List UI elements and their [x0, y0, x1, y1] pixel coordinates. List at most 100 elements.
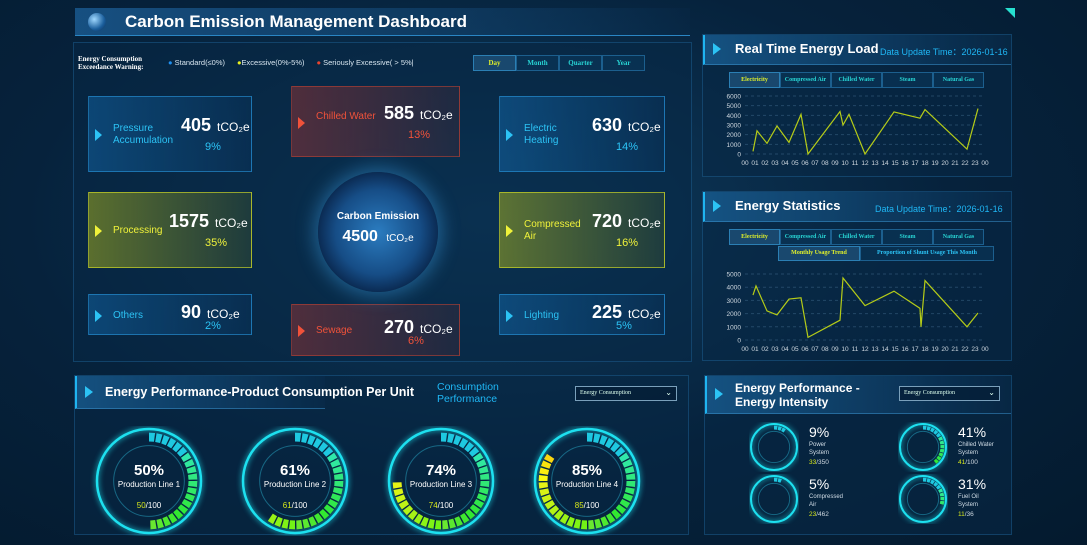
- intensity-item[interactable]: 31% Fuel Oil System 11/36: [898, 474, 1038, 524]
- intensity-panel: Energy Performance - Energy Intensity En…: [704, 375, 1012, 535]
- realtime-header: Real Time Energy Load Data Update Time：2…: [703, 35, 1011, 65]
- tab-energy-compressed-air[interactable]: Compressed Air: [780, 72, 831, 88]
- gauge-segment: [274, 516, 283, 527]
- tab-shunt-usage-proportion[interactable]: Proportion of Shunt Usage This Month: [860, 246, 994, 261]
- gauge-segment: [334, 473, 344, 480]
- intensity-percent: 31%: [958, 476, 987, 492]
- performance-select[interactable]: Energy Consumption ⌄: [575, 386, 677, 401]
- gauge-segment: [624, 466, 635, 474]
- tab-energy-chilled-water[interactable]: Chilled Water: [831, 72, 882, 88]
- intensity-value: 23/462: [809, 511, 829, 518]
- gauge-segment: [402, 505, 414, 516]
- center-label: Carbon Emission: [336, 211, 420, 222]
- intensity-title-line2: Energy Intensity: [735, 395, 829, 409]
- x-tick-label: 19: [931, 160, 939, 167]
- kpi-card[interactable]: Electric Heating 630 tCO₂e 14%: [499, 96, 665, 172]
- tab-energy-steam[interactable]: Steam: [882, 72, 933, 88]
- performance-header: [75, 376, 325, 409]
- intensity-item[interactable]: 5% Compressed Air 23/462: [749, 474, 889, 524]
- chevron-right-icon: [95, 225, 102, 237]
- gauge-segment: [427, 518, 435, 529]
- intensity-item[interactable]: 9% Power System 33/350: [749, 422, 889, 472]
- tab-energy-chilled-water[interactable]: Chilled Water: [831, 229, 882, 245]
- x-tick-label: 13: [871, 160, 879, 167]
- x-tick-label: 15: [891, 160, 899, 167]
- kpi-label: Electric Heating: [524, 123, 559, 146]
- tab-year[interactable]: Year: [602, 55, 645, 71]
- tab-monthly-usage-trend[interactable]: Monthly Usage Trend: [778, 246, 860, 261]
- gauge-segment: [458, 437, 469, 449]
- legend-standard: ● Standard(≤0%): [168, 58, 226, 67]
- gauge-segment: [296, 520, 303, 530]
- kpi-card[interactable]: Others 90 tCO₂e 2%: [88, 294, 252, 335]
- gauge-segment: [281, 518, 289, 529]
- kpi-card[interactable]: Chilled Water 585 tCO₂e 13%: [291, 86, 460, 157]
- kpi-value: 720 tCO₂e: [592, 211, 661, 231]
- x-tick-label: 23: [971, 346, 979, 353]
- tab-energy-electricity[interactable]: Electricity: [729, 72, 780, 88]
- globe-icon: [88, 13, 106, 31]
- intensity-title: Energy Performance - Energy Intensity: [735, 381, 860, 409]
- y-tick-label: 1000: [727, 142, 742, 149]
- gauge-segment: [622, 493, 633, 502]
- gauge-segment: [777, 426, 782, 431]
- production-line-gauge[interactable]: 50% Production Line 1 50/100: [89, 426, 209, 536]
- x-tick-label: 20: [941, 346, 949, 353]
- x-tick-label: 17: [911, 346, 919, 353]
- gauge-ring: [387, 427, 495, 535]
- gauge-segment: [615, 504, 627, 515]
- intensity-item[interactable]: 41% Chilled Water System 41/100: [898, 422, 1038, 472]
- gauge-segment: [413, 513, 424, 525]
- x-tick-label: 04: [781, 346, 789, 353]
- kpi-card[interactable]: Sewage 270 tCO₂e 6%: [291, 304, 460, 356]
- gauge-segment: [626, 473, 636, 480]
- x-tick-label: 20: [941, 160, 949, 167]
- gauge-segment: [464, 441, 475, 453]
- gauge-segment: [935, 432, 942, 438]
- x-tick-label: 06: [801, 160, 809, 167]
- x-tick-label: 18: [921, 346, 929, 353]
- gauge-segment: [939, 448, 945, 453]
- gauge-segment: [308, 516, 317, 527]
- gauge-label: Production Line 4: [555, 480, 619, 489]
- x-tick-label: 12: [861, 160, 869, 167]
- gauge-segment: [600, 516, 609, 527]
- x-tick-label: 17: [911, 160, 919, 167]
- gauge-segment: [150, 520, 157, 530]
- consumption-performance-link[interactable]: Consumption Performance: [437, 381, 499, 405]
- y-tick-label: 0: [737, 152, 741, 159]
- production-line-gauge[interactable]: 61% Production Line 2 61/100: [235, 426, 355, 536]
- tab-day[interactable]: Day: [473, 55, 516, 71]
- production-line-gauge[interactable]: 85% Production Line 4 85/100: [527, 426, 647, 536]
- gauge-segment: [407, 509, 418, 521]
- gauge-segment: [573, 518, 581, 529]
- x-tick-label: 21: [951, 346, 959, 353]
- tab-quarter[interactable]: Quarter: [559, 55, 602, 71]
- kpi-label: Others: [113, 309, 144, 321]
- gauge-segment: [777, 478, 782, 483]
- gauge-segment: [606, 512, 616, 524]
- tab-month[interactable]: Month: [516, 55, 559, 71]
- kpi-value: 1575 tCO₂e: [169, 211, 248, 231]
- gauge-percent: 50%: [133, 462, 165, 479]
- tab-energy-compressed-air[interactable]: Compressed Air: [780, 229, 831, 245]
- gauge-segment: [611, 508, 622, 520]
- kpi-card[interactable]: Processing 1575 tCO₂e 35%: [88, 192, 252, 268]
- kpi-value: 90 tCO₂e: [181, 301, 240, 322]
- kpi-card[interactable]: Pressure Accumulation 405 tCO₂e 9%: [88, 96, 252, 172]
- kpi-card[interactable]: Compressed Air 720 tCO₂e 16%: [499, 192, 665, 268]
- tab-energy-electricity[interactable]: Electricity: [729, 229, 780, 245]
- production-line-gauge[interactable]: 74% Production Line 3 74/100: [381, 426, 501, 536]
- gauge-segment: [454, 516, 463, 527]
- gauge-segment: [593, 433, 601, 444]
- intensity-select[interactable]: Energy Consumption ⌄: [899, 386, 1000, 401]
- gauge-segment: [173, 508, 184, 520]
- kpi-card[interactable]: Lighting 225 tCO₂e 5%: [499, 294, 665, 335]
- tab-energy-steam[interactable]: Steam: [882, 229, 933, 245]
- tab-energy-natural-gas[interactable]: Natural Gas: [933, 229, 984, 245]
- gauge-segment: [622, 459, 633, 468]
- stats-header: Energy Statistics Data Update Time：2026-…: [703, 192, 1011, 222]
- gauge-segment: [933, 481, 939, 487]
- tab-energy-natural-gas[interactable]: Natural Gas: [933, 72, 984, 88]
